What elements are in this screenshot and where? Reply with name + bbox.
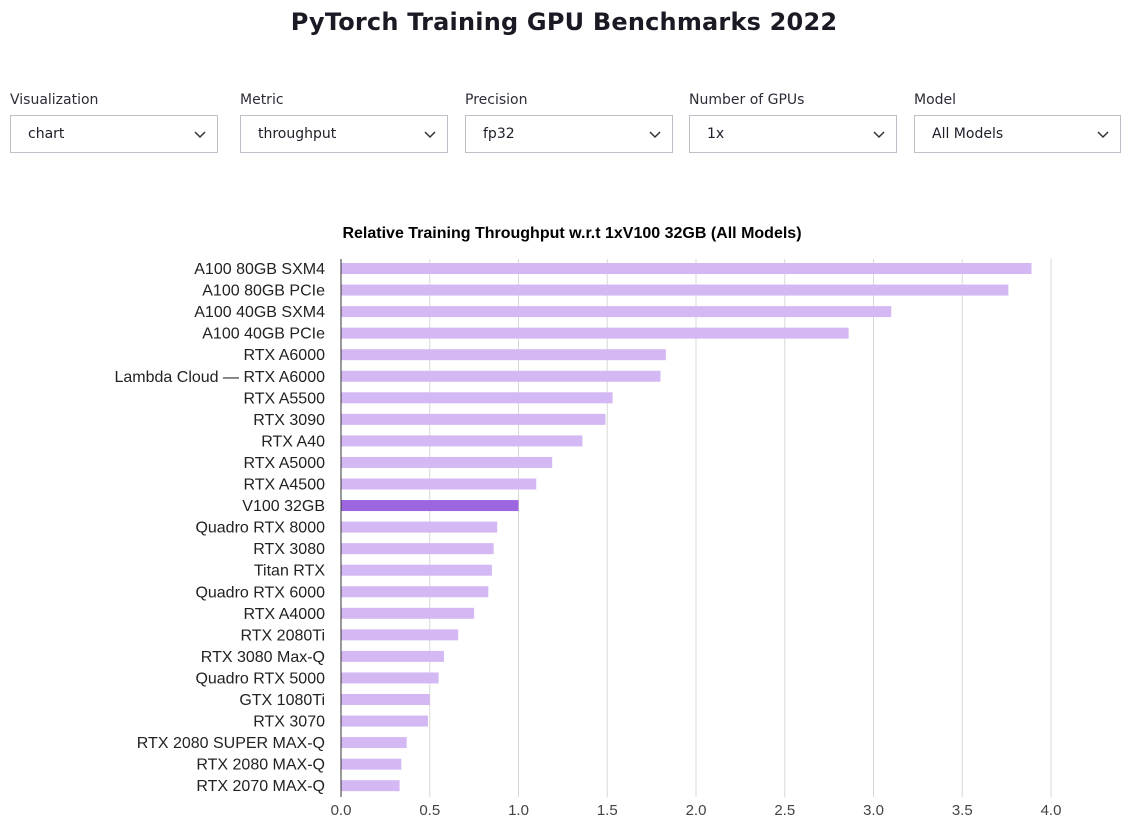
- x-tick-label: 1.0: [508, 802, 529, 819]
- x-tick-label: 2.0: [686, 802, 707, 819]
- precision-label: Precision: [465, 92, 528, 108]
- x-tick-label: 0.5: [419, 802, 440, 819]
- category-label: RTX A40: [261, 433, 325, 450]
- visualization-select[interactable]: chart: [10, 115, 218, 153]
- chevron-down-icon: [1096, 127, 1110, 141]
- bars: [341, 263, 1032, 792]
- chevron-down-icon: [423, 127, 437, 141]
- bar: [341, 758, 402, 770]
- metric-select[interactable]: throughput: [240, 115, 448, 153]
- category-label: RTX 2080 SUPER MAX-Q: [137, 735, 325, 752]
- category-labels: A100 80GB SXM4 A100 80GB PCIe A100 40GB SX…: [115, 261, 326, 795]
- bar: [341, 672, 439, 684]
- bar: [341, 327, 849, 339]
- precision-value: fp32: [483, 126, 515, 142]
- category-label: A100 80GB PCIe: [202, 283, 325, 300]
- bar: [341, 715, 428, 727]
- category-label: RTX 2070 MAX-Q: [196, 778, 325, 795]
- category-label: Titan RTX: [254, 563, 325, 580]
- category-label: Quadro RTX 8000: [195, 520, 325, 537]
- visualization-value: chart: [28, 126, 65, 142]
- throughput-bar-chart: Relative Training Throughput w.r.t 1xV10…: [115, 225, 1062, 819]
- category-label: A100 40GB SXM4: [194, 304, 325, 321]
- bar: [341, 500, 519, 512]
- bar: [341, 478, 537, 490]
- chevron-down-icon: [193, 127, 207, 141]
- bar: [341, 263, 1032, 274]
- x-axis-ticks: 0.0 0.5 1.0 1.5 2.0 2.5 3.0 3.5 4.0: [331, 802, 1062, 819]
- category-label: V100 32GB: [242, 498, 325, 515]
- num-gpus-filter: Number of GPUs 1x: [689, 90, 897, 153]
- bar: [341, 586, 489, 598]
- bar: [341, 456, 553, 468]
- category-label: RTX A4500: [243, 477, 325, 494]
- x-tick-label: 3.5: [952, 802, 973, 819]
- bar: [341, 413, 606, 425]
- bar: [341, 780, 400, 792]
- model-label: Model: [914, 92, 957, 108]
- bar: [341, 694, 430, 705]
- x-tick-label: 0.0: [331, 802, 352, 819]
- category-label: RTX A5500: [243, 390, 325, 407]
- x-tick-label: 1.5: [597, 802, 618, 819]
- precision-select[interactable]: fp32: [465, 115, 673, 153]
- bar: [341, 650, 444, 662]
- num-gpus-value: 1x: [707, 126, 725, 142]
- grid-lines: [429, 259, 1052, 797]
- category-label: RTX A4000: [243, 606, 325, 623]
- bar: [341, 737, 407, 749]
- model-select[interactable]: All Models: [914, 115, 1121, 153]
- category-label: RTX A6000: [243, 347, 325, 364]
- category-label: RTX 2080 MAX-Q: [196, 757, 325, 774]
- metric-value: throughput: [258, 126, 337, 142]
- precision-filter: Precision fp32: [465, 90, 673, 153]
- num-gpus-select[interactable]: 1x: [689, 115, 897, 153]
- category-label: RTX 3080: [253, 541, 325, 558]
- category-label: A100 40GB PCIe: [202, 326, 325, 343]
- category-label: Quadro RTX 6000: [195, 584, 325, 601]
- model-filter: Model All Models: [914, 90, 1121, 153]
- page-title: PyTorch Training GPU Benchmarks 2022: [290, 8, 838, 36]
- model-value: All Models: [932, 126, 1004, 142]
- category-label: A100 80GB SXM4: [194, 261, 325, 278]
- bar: [341, 284, 1009, 296]
- x-tick-label: 2.5: [774, 802, 795, 819]
- bar: [341, 435, 583, 447]
- chart-title: Relative Training Throughput w.r.t 1xV10…: [342, 225, 801, 242]
- bar: [341, 543, 494, 555]
- bar: [341, 370, 661, 382]
- metric-label: Metric: [240, 92, 284, 108]
- x-tick-label: 3.0: [863, 802, 884, 819]
- category-label: RTX 3080 Max-Q: [201, 649, 325, 666]
- category-label: RTX A5000: [243, 455, 325, 472]
- bar: [341, 607, 475, 619]
- bar: [341, 349, 666, 361]
- bar: [341, 392, 613, 404]
- bar: [341, 629, 459, 641]
- chevron-down-icon: [648, 127, 662, 141]
- bar: [341, 521, 498, 533]
- category-label: GTX 1080Ti: [239, 692, 325, 709]
- bar: [341, 306, 892, 318]
- visualization-label: Visualization: [10, 92, 99, 108]
- metric-filter: Metric throughput: [240, 90, 448, 153]
- category-label: Quadro RTX 5000: [195, 670, 325, 687]
- category-label: RTX 3070: [253, 714, 325, 731]
- category-label: RTX 3090: [253, 412, 325, 429]
- x-tick-label: 4.0: [1041, 802, 1062, 819]
- category-label: RTX 2080Ti: [241, 627, 325, 644]
- num-gpus-label: Number of GPUs: [689, 92, 805, 108]
- bar: [341, 564, 492, 576]
- category-label: Lambda Cloud — RTX A6000: [115, 369, 326, 386]
- chevron-down-icon: [872, 127, 886, 141]
- visualization-filter: Visualization chart: [10, 90, 218, 153]
